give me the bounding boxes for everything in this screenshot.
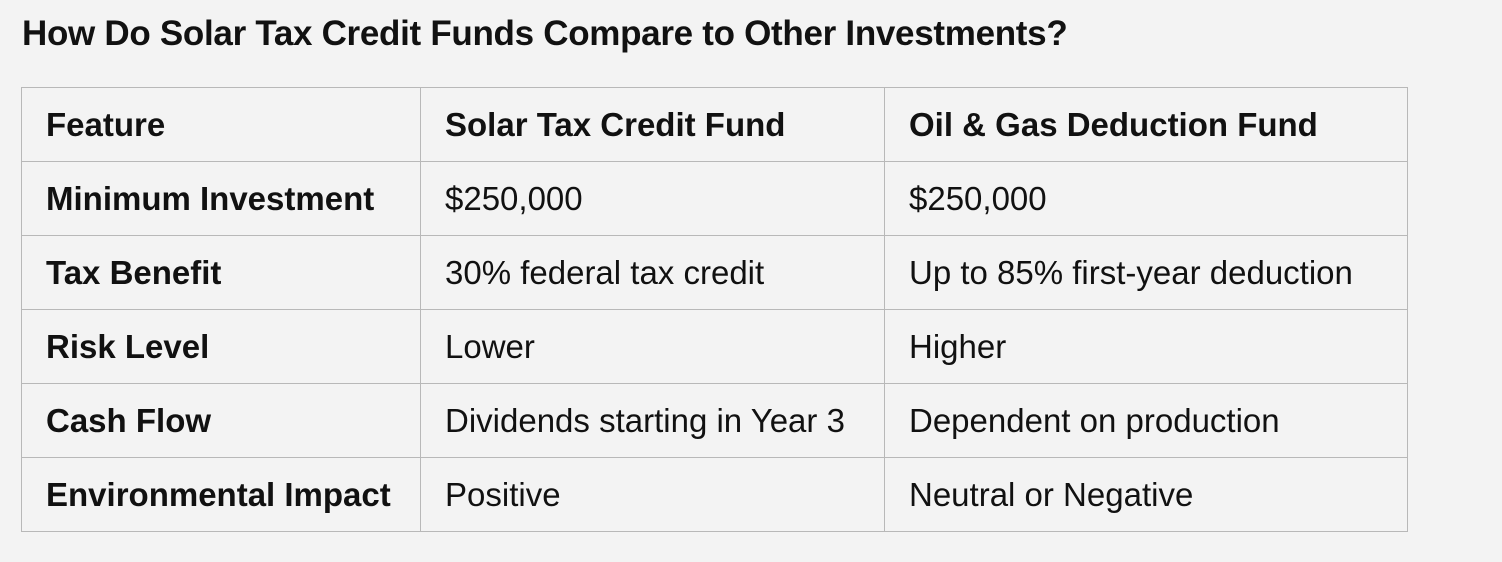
cell: $250,000 [884,161,1408,236]
table-row: Cash Flow Dividends starting in Year 3 Dep… [21,383,1408,458]
table-body: Minimum Investment $250,000 $250,000 Tax Be… [21,161,1408,532]
row-label: Risk Level [21,309,421,384]
row-label: Environmental Impact [21,457,421,532]
header-cell: Oil & Gas Deduction Fund [884,87,1408,162]
cell: Positive [420,457,885,532]
table-row: Minimum Investment $250,000 $250,000 [21,161,1408,236]
comparison-table: Feature Solar Tax Credit Fund Oil & Gas De… [21,87,1408,532]
title: How Do Solar Tax Credit Funds Compare to… [22,14,1068,53]
row-label: Cash Flow [21,383,421,458]
header-row: Feature Solar Tax Credit Fund Oil & Gas De… [21,87,1408,162]
cell: Lower [420,309,885,384]
table-row: Tax Benefit 30% federal tax credit Up to 8… [21,235,1408,310]
header-cell: Solar Tax Credit Fund [420,87,885,162]
table-row: Risk Level Lower Higher [21,309,1408,384]
cell: $250,000 [420,161,885,236]
cell: Dividends starting in Year 3 [420,383,885,458]
row-label: Tax Benefit [21,235,421,310]
row-label: Minimum Investment [21,161,421,236]
header-cell: Feature [21,87,421,162]
cell: Dependent on production [884,383,1408,458]
cell: Higher [884,309,1408,384]
cell: Up to 85% first-year deduction [884,235,1408,310]
table-row: Environmental Impact Positive Neutral or N… [21,457,1408,532]
cell: Neutral or Negative [884,457,1408,532]
cell: 30% federal tax credit [420,235,885,310]
